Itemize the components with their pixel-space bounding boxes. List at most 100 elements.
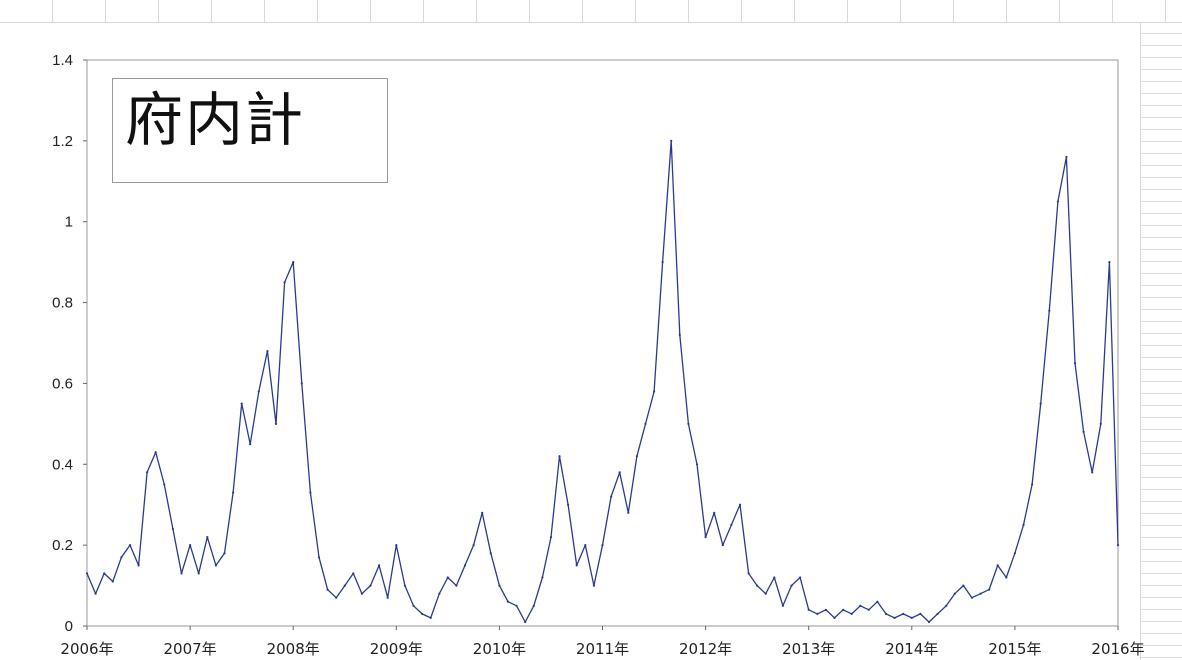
x-tick-label: 2007年 bbox=[164, 640, 217, 658]
data-point bbox=[128, 544, 132, 547]
data-point bbox=[506, 600, 510, 603]
data-point bbox=[309, 491, 312, 494]
data-point bbox=[446, 576, 449, 579]
data-point bbox=[567, 503, 570, 506]
x-tick-label: 2008年 bbox=[267, 640, 320, 658]
data-point bbox=[824, 608, 828, 611]
data-point bbox=[592, 584, 596, 587]
data-point bbox=[395, 544, 398, 547]
data-point bbox=[902, 612, 905, 616]
data-point bbox=[859, 604, 862, 607]
data-point bbox=[274, 422, 278, 425]
data-point bbox=[927, 620, 931, 624]
data-point bbox=[764, 592, 767, 595]
y-tick-label: 0.4 bbox=[52, 456, 73, 473]
data-point bbox=[807, 608, 810, 611]
data-point bbox=[678, 333, 681, 336]
data-point bbox=[721, 544, 724, 547]
data-point bbox=[618, 471, 621, 474]
data-point bbox=[403, 584, 406, 587]
data-point bbox=[884, 612, 888, 616]
data-point bbox=[661, 261, 664, 264]
y-tick-label: 0.8 bbox=[52, 295, 73, 312]
data-point bbox=[300, 382, 303, 385]
data-point bbox=[953, 592, 956, 595]
data-point bbox=[1082, 430, 1085, 433]
data-point bbox=[103, 572, 106, 575]
data-point bbox=[481, 511, 484, 514]
data-point bbox=[163, 483, 166, 486]
data-point bbox=[1031, 483, 1034, 486]
data-point bbox=[360, 592, 363, 595]
data-point bbox=[936, 612, 939, 616]
data-point bbox=[910, 616, 913, 620]
data-point bbox=[240, 402, 243, 405]
data-point bbox=[799, 576, 802, 579]
data-point bbox=[601, 544, 604, 547]
data-point bbox=[988, 588, 991, 591]
data-point bbox=[438, 592, 441, 595]
x-tick-label: 2013年 bbox=[782, 640, 835, 658]
chart-title: 府内計 bbox=[125, 86, 306, 154]
data-point bbox=[472, 544, 475, 547]
x-tick-label: 2010年 bbox=[473, 640, 526, 658]
data-point bbox=[378, 564, 381, 567]
spreadsheet-header-grid bbox=[0, 0, 1182, 23]
data-point bbox=[979, 592, 982, 595]
data-point bbox=[524, 620, 527, 624]
series-points bbox=[85, 139, 1120, 624]
data-point bbox=[575, 564, 578, 567]
data-point bbox=[781, 604, 785, 607]
y-tick-label: 0 bbox=[65, 618, 73, 635]
data-point bbox=[214, 564, 217, 567]
data-point bbox=[713, 511, 716, 514]
data-point bbox=[1039, 402, 1042, 405]
data-point bbox=[1073, 362, 1077, 365]
data-point bbox=[1048, 309, 1051, 312]
x-tick-label: 2011年 bbox=[576, 640, 629, 658]
data-point bbox=[687, 422, 690, 425]
data-point bbox=[154, 451, 157, 454]
x-tick-label: 2015年 bbox=[988, 640, 1041, 658]
data-point bbox=[266, 350, 269, 353]
data-point bbox=[498, 584, 501, 587]
data-point bbox=[94, 592, 97, 595]
data-point bbox=[970, 596, 974, 599]
data-point bbox=[549, 536, 553, 539]
data-point bbox=[369, 584, 372, 587]
y-tick-label: 0.6 bbox=[52, 375, 73, 392]
data-point bbox=[1091, 471, 1094, 474]
data-point bbox=[704, 536, 707, 539]
data-point bbox=[197, 572, 200, 575]
data-point bbox=[171, 527, 174, 531]
data-point bbox=[919, 612, 922, 616]
data-point bbox=[730, 523, 733, 527]
data-point bbox=[833, 616, 836, 620]
data-point bbox=[317, 556, 321, 559]
data-point bbox=[850, 612, 853, 616]
data-point bbox=[326, 588, 329, 591]
x-tick-label: 2014年 bbox=[885, 640, 938, 658]
data-point bbox=[85, 572, 89, 575]
data-point bbox=[627, 511, 630, 514]
data-point bbox=[343, 584, 346, 587]
chart-title-box: 府内計 bbox=[112, 78, 388, 183]
data-point bbox=[352, 572, 355, 575]
data-point bbox=[842, 608, 845, 611]
data-point bbox=[386, 596, 389, 599]
data-point bbox=[816, 612, 819, 616]
data-point bbox=[1005, 576, 1008, 579]
data-point bbox=[584, 544, 587, 547]
data-point bbox=[1116, 544, 1120, 547]
data-point bbox=[223, 552, 226, 555]
data-point bbox=[532, 604, 535, 607]
spreadsheet-row-grid bbox=[1140, 22, 1182, 660]
data-point bbox=[189, 544, 192, 547]
x-tick-label: 2012年 bbox=[679, 640, 732, 658]
data-point bbox=[1022, 523, 1025, 527]
data-point bbox=[515, 604, 518, 607]
data-point bbox=[335, 596, 338, 599]
x-tick-label: 2006年 bbox=[60, 640, 113, 658]
x-tick-label: 2009年 bbox=[370, 640, 423, 658]
data-point bbox=[653, 390, 656, 393]
